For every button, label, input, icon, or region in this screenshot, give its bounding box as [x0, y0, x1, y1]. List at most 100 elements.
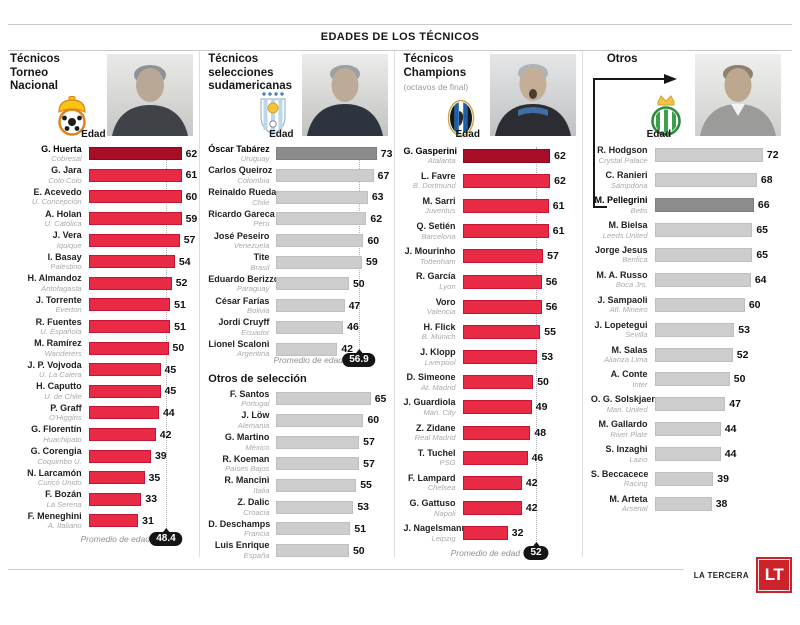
coach-name: J. P. Vojvoda: [27, 359, 82, 370]
coach-row: J. Löw Alemania 60: [208, 410, 392, 432]
age-value: 55: [544, 325, 556, 338]
coach-name: Tite: [253, 252, 270, 263]
average-row: Promedio de edad 52: [403, 542, 579, 561]
coach-name: J. Vera: [52, 230, 82, 241]
coach-photo-champions: [489, 54, 576, 136]
coach-name: M. Pellegrini: [594, 195, 648, 206]
footer-divider: [8, 569, 684, 570]
coach-name: R. Hodgson: [597, 145, 648, 156]
column-selecciones: Técnicos selecciones sudamericanas: [199, 51, 394, 559]
coach-row: M. Gallardo River Plate 44: [591, 417, 790, 442]
coach-name: J. Guardiola: [403, 397, 456, 408]
coach-club: Palestino: [50, 262, 82, 272]
age-value: 59: [185, 212, 198, 225]
age-value: 53: [541, 351, 554, 364]
age-value: 65: [756, 224, 769, 237]
age-value: 50: [352, 277, 365, 290]
coach-row: D. Simeone At. Madrid 50: [403, 370, 579, 395]
age-value: 50: [172, 342, 185, 355]
age-bar: [276, 457, 360, 471]
coach-row: G. Huerta Cobresal 62: [10, 143, 197, 165]
brand-name: LA TERCERA: [693, 571, 749, 580]
age-value: 57: [547, 250, 559, 263]
age-value: 31: [142, 514, 154, 527]
coach-club: Croacia: [243, 507, 270, 517]
coach-club: Chelsea: [427, 483, 456, 493]
axis-label-edad: Edad: [269, 129, 294, 140]
coach-club: Juventus: [425, 206, 456, 216]
coach-name: M. Bielsa: [608, 220, 648, 231]
age-value: 42: [525, 477, 538, 490]
coach-row: D. Deschamps Francia 51: [208, 518, 392, 540]
coach-club: Uruguay: [240, 154, 270, 164]
coach-row: M. Sarri Juventus 61: [403, 193, 579, 218]
average-line: [536, 147, 538, 549]
cobresal-crest-icon: [58, 96, 86, 136]
age-value: 47: [729, 398, 741, 411]
age-value: 59: [366, 256, 378, 269]
coach-club: Curicó Unido: [37, 478, 82, 488]
coach-club: Antofagasta: [41, 283, 82, 293]
age-value: 54: [178, 255, 191, 268]
age-value: 44: [162, 406, 175, 419]
age-bar: [276, 212, 367, 226]
coach-club: Liverpool: [424, 357, 456, 367]
coach-club: Ecuador: [241, 327, 270, 337]
coach-row: S. Beccacece Racing 39: [591, 467, 790, 492]
coach-club: B. Múnich: [421, 332, 456, 342]
average-row: Promedio de edad 56.9: [208, 348, 392, 367]
coach-photo-nacional: [107, 54, 194, 136]
coach-row: G. Jara Colo Colo 61: [10, 165, 197, 187]
column-title: Técnicos Torneo Nacional: [10, 53, 60, 93]
age-bar: [276, 522, 351, 536]
column-torneo-nacional: Técnicos Torneo Nacional: [8, 51, 199, 557]
average-badge: 48.4: [149, 527, 183, 546]
age-value: 62: [370, 212, 383, 225]
age-bar: [88, 363, 161, 377]
coach-club: Colo Colo: [48, 175, 82, 185]
coach-name: G. Huerta: [41, 143, 82, 154]
coach-row: J. Lopetegui Sevilla 53: [591, 317, 790, 342]
age-bar: [88, 276, 172, 290]
average-label: Promedio de edad: [450, 548, 521, 558]
coach-name: Q. Setién: [416, 221, 456, 232]
coach-name: Ricardo Gareca: [208, 208, 275, 219]
coach-row: O. G. Solskjaer Man. United 47: [591, 392, 790, 417]
lt-logo-text: LT: [764, 565, 784, 584]
age-value: 33: [145, 493, 158, 506]
coach-row: J. P. Vojvoda U. La Calera 45: [10, 359, 197, 381]
age-value: 61: [552, 225, 565, 238]
age-value: 60: [367, 234, 380, 247]
age-bar: [654, 223, 753, 238]
coach-row: José Peseiro Venezuela 60: [208, 230, 392, 252]
coach-club: Lyon: [439, 281, 456, 291]
age-value: 50: [733, 373, 746, 386]
age-value: 72: [766, 149, 779, 162]
coach-club: Benfica: [622, 255, 648, 265]
coach-club: La Serena: [46, 499, 82, 509]
age-bar: [88, 298, 171, 312]
age-bar: [276, 277, 349, 291]
age-value: 42: [159, 428, 172, 441]
age-value: 61: [552, 199, 565, 212]
coach-name: J. Nagelsmann: [403, 523, 468, 534]
age-value: 44: [724, 448, 737, 461]
coach-name: O. G. Solskjaer: [590, 394, 655, 405]
age-bar: [462, 425, 531, 440]
coach-row: Ricardo Gareca Perú 62: [208, 208, 392, 230]
coach-name: Z. Dalic: [237, 497, 270, 508]
age-value: 42: [525, 502, 538, 515]
infographic: EDADES DE LOS TÉCNICOS Técnicos Torneo N…: [0, 24, 800, 625]
coach-name: M. Gallardo: [598, 419, 648, 430]
age-value: 66: [757, 199, 770, 212]
age-value: 51: [174, 298, 186, 311]
coach-row: Z. Zidane Real Madrid 48: [403, 420, 579, 445]
age-bar: [654, 447, 721, 462]
age-value: 60: [185, 190, 198, 203]
age-bar: [462, 400, 532, 415]
coach-name: S. Inzaghi: [605, 444, 648, 455]
coach-row: M. Pellegrini Betis 66: [591, 193, 790, 218]
coach-club: Alemania: [237, 420, 270, 430]
coach-row: N. Larcamón Curicó Unido 35: [10, 467, 197, 489]
coach-name: Jordi Cruyff: [218, 317, 270, 328]
